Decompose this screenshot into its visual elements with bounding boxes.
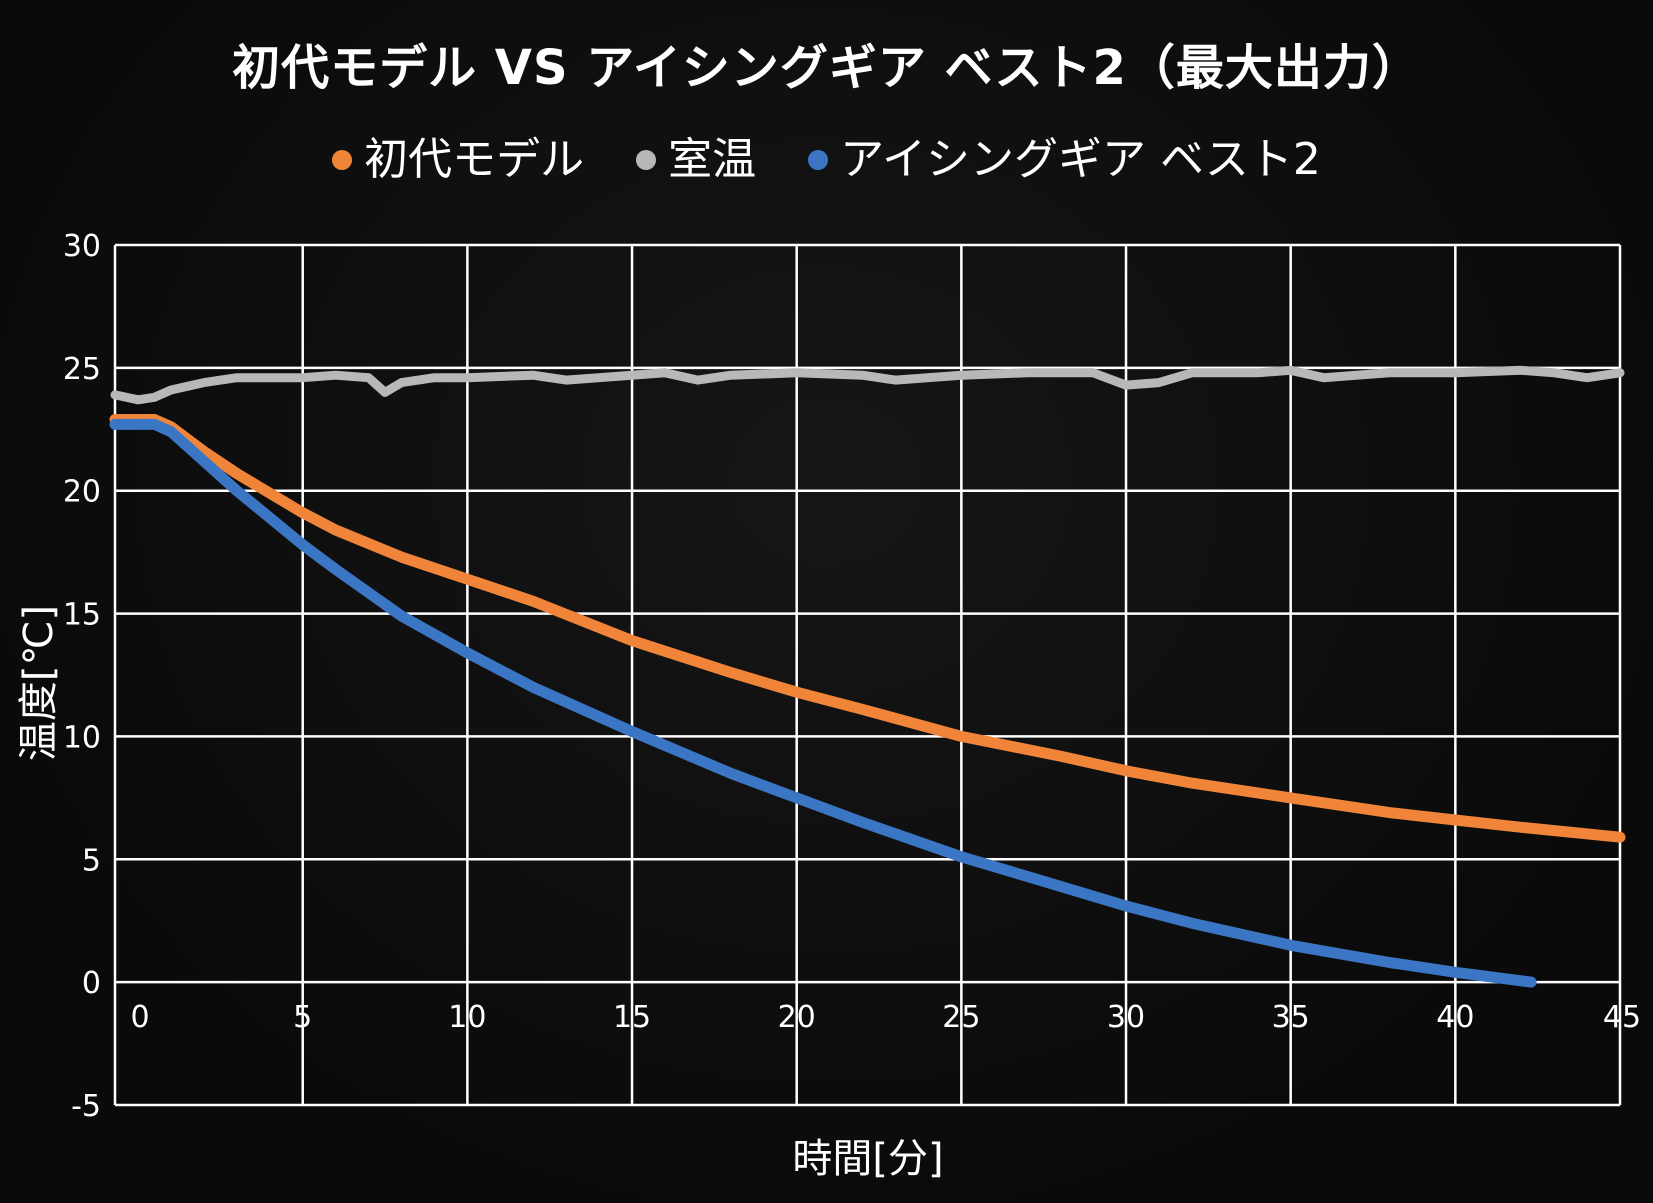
legend-label-icing-gear-vest2: アイシングギア ベスト2 — [840, 134, 1321, 185]
x-axis-title: 時間[分] — [792, 1136, 943, 1182]
x-tick-label-6: 30 — [1107, 1000, 1145, 1035]
chart-legend: 初代モデル 室温 アイシングギア ベスト2 — [0, 130, 1653, 190]
series-line-room-temp — [110, 365, 1625, 405]
grid-layer — [113, 243, 1622, 1107]
x-tick-label-4: 20 — [778, 1000, 816, 1035]
legend-item-icing-gear-vest2: アイシングギア ベスト2 — [808, 130, 1321, 190]
y-tick-label-5: 5 — [82, 843, 101, 878]
legend-item-first-model: 初代モデル — [332, 130, 584, 190]
legend-dot-room-temp — [636, 150, 657, 170]
series-line-first-model — [109, 414, 1626, 843]
y-tick-label-0: 30 — [63, 229, 101, 264]
x-tick-label-3: 15 — [613, 1000, 651, 1035]
y-tick-label-1: 25 — [63, 352, 101, 387]
y-tick-label-4: 10 — [63, 720, 101, 755]
x-tick-label-8: 40 — [1436, 1000, 1474, 1035]
legend-item-room-temp: 室温 — [636, 130, 756, 190]
x-tick-labels: 0 5 10 15 20 25 30 35 40 45 — [131, 1000, 1642, 1035]
x-tick-label-7: 35 — [1272, 1000, 1310, 1035]
y-tick-label-6: 0 — [82, 966, 101, 1001]
series-line-icing-gear-vest2 — [109, 418, 1537, 988]
y-tick-label-3: 15 — [63, 598, 101, 633]
legend-dot-icing-gear-vest2 — [808, 150, 829, 170]
y-tick-label-7: -5 — [71, 1089, 101, 1124]
y-axis-title: 温度[℃] — [16, 605, 62, 761]
x-tick-label-9: 45 — [1603, 1000, 1641, 1035]
chart-title: 初代モデル VS アイシングギア ベスト2（最大出力） — [232, 40, 1421, 96]
x-tick-label-2: 10 — [448, 1000, 486, 1035]
legend-dot-first-model — [332, 150, 353, 170]
x-tick-label-0: 0 — [131, 1000, 150, 1035]
y-tick-label-2: 20 — [63, 475, 101, 510]
y-tick-labels: 30 25 20 15 10 5 0 -5 — [63, 229, 101, 1124]
legend-label-room-temp: 室温 — [668, 134, 757, 185]
x-tick-label-5: 25 — [942, 1000, 980, 1035]
x-tick-label-1: 5 — [293, 1000, 312, 1035]
series-layer — [109, 365, 1626, 988]
legend-label-first-model: 初代モデル — [364, 134, 585, 185]
